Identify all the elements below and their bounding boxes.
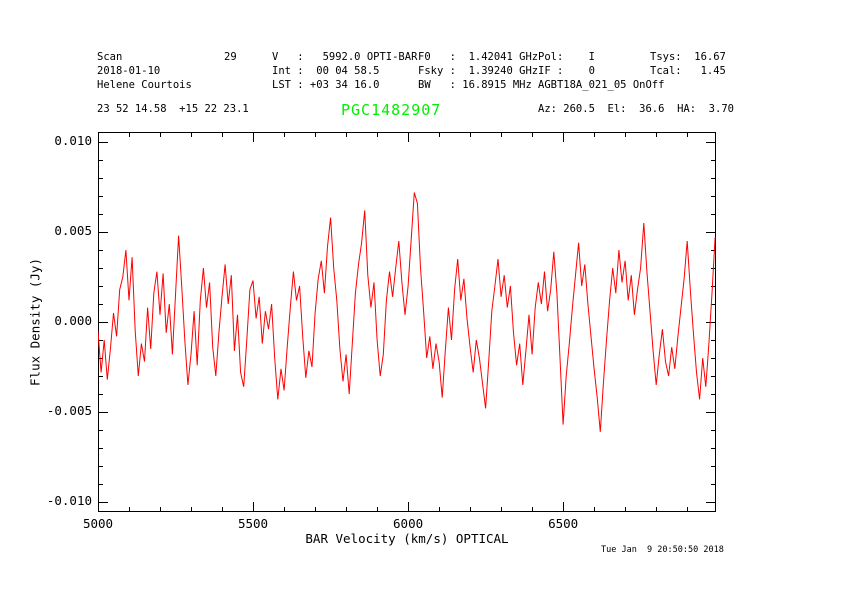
int-time-field: Int : 00 04 58.5 <box>272 65 380 77</box>
x-tick-label: 6500 <box>548 516 579 531</box>
scan-label: Scan <box>97 51 123 63</box>
x-tick-label: 5500 <box>237 516 269 531</box>
tsys-field: Tsys: 16.67 <box>650 51 726 63</box>
y-tick-label: -0.005 <box>46 402 92 418</box>
y-tick-label: 0.010 <box>54 133 92 149</box>
lst-field: LST : +03 34 16.0 <box>272 79 380 91</box>
y-axis-title: Flux Density (Jy) <box>27 258 43 386</box>
source-name-title: PGC1482907 <box>341 101 442 119</box>
project-id: AGBT18A_021_05 OnOff <box>538 79 665 91</box>
y-tick-label: 0.005 <box>54 223 92 239</box>
velocity-field: V : 5992.0 OPTI-BAR <box>272 51 418 63</box>
spectrum-plot-area <box>98 132 716 512</box>
x-tick-label: 6000 <box>393 516 424 531</box>
fsky-field: Fsky : 1.39240 GHz <box>418 65 539 77</box>
y-tick-label: -0.010 <box>46 492 92 508</box>
bandwidth-field: BW : 16.8915 MHz <box>418 79 532 91</box>
scan-date: 2018-01-10 <box>97 65 161 77</box>
tcal-field: Tcal: 1.45 <box>650 65 726 77</box>
x-tick-label: 5000 <box>82 516 114 531</box>
f0-field: F0 : 1.42041 GHz <box>418 51 539 63</box>
scan-number: 29 <box>224 51 237 63</box>
observer-name: Helene Courtois <box>97 79 192 91</box>
x-axis-title: BAR Velocity (km/s) OPTICAL <box>305 531 509 546</box>
plot-frame <box>98 132 716 512</box>
spectrum-trace <box>98 192 716 432</box>
pol-field: Pol: I <box>538 51 595 63</box>
if-field: IF : 0 <box>538 65 595 77</box>
source-coordinates: 23 52 14.58 +15 22 23.1 <box>97 103 249 115</box>
y-tick-label: 0.000 <box>54 313 92 328</box>
plot-timestamp: Tue Jan 9 20:50:50 2018 <box>601 545 724 555</box>
axis-ticks <box>98 133 715 511</box>
telescope-az-el-ha: Az: 260.5 El: 36.6 HA: 3.70 <box>538 103 734 115</box>
